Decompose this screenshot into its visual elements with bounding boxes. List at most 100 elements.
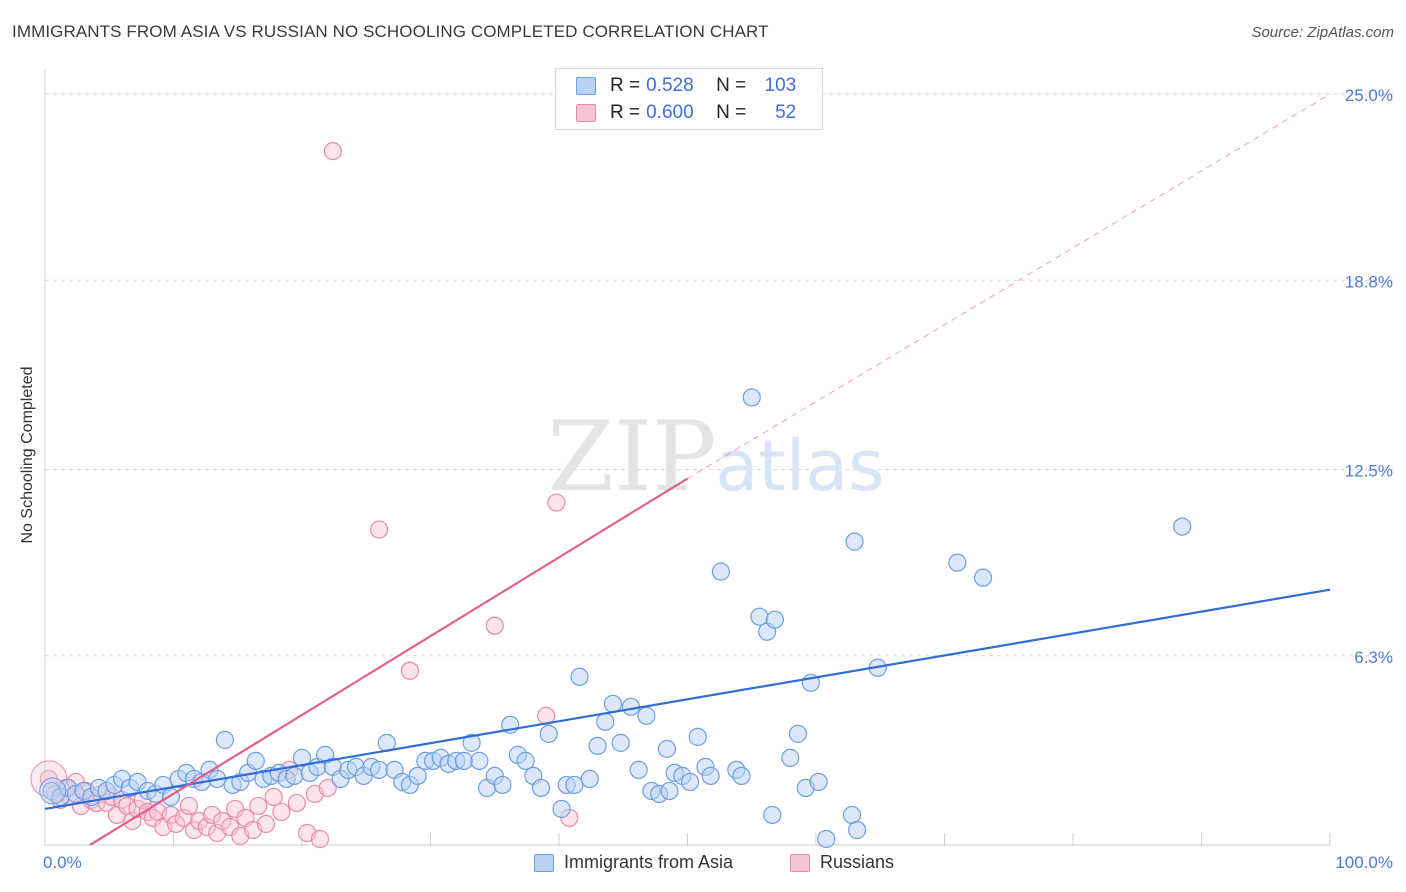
russians-point xyxy=(310,829,330,849)
asia-point xyxy=(763,805,782,825)
asia-point xyxy=(580,769,599,789)
tick-labels: 6.3% 12.5% 18.8% 25.0% 0.0% 100.0% xyxy=(43,86,1393,872)
asia-point xyxy=(948,553,967,572)
legend-swatch-russians xyxy=(576,104,596,122)
stats-legend: R = 0.528 N = 103 R = 0.600 N = 52 xyxy=(555,68,823,130)
legend-n-value: 103 xyxy=(764,75,797,96)
legend-swatch-asia xyxy=(534,853,554,872)
asia-point xyxy=(637,706,656,725)
asia-point xyxy=(285,766,304,786)
y-tick-label: 25.0% xyxy=(1345,86,1393,105)
axes xyxy=(44,70,1331,846)
russians-point xyxy=(202,805,222,825)
russians-point xyxy=(272,802,291,822)
legend-label-russians: Russians xyxy=(820,852,895,872)
asia-point xyxy=(462,733,481,752)
legend-row-russians: R = 0.600 N = 52 xyxy=(576,100,796,126)
source-credit: Source: ZipAtlas.com xyxy=(1251,24,1394,41)
asia-point xyxy=(408,766,427,786)
asia-point xyxy=(370,760,389,780)
asia-point xyxy=(788,724,808,743)
asia-point xyxy=(657,739,677,758)
russians-point xyxy=(287,793,306,813)
watermark-atlas: atlas xyxy=(715,425,884,507)
asia-point xyxy=(539,724,558,743)
y-tick-label: 18.8% xyxy=(1345,272,1393,291)
russians-trend-line xyxy=(89,477,689,846)
legend-label-asia: Immigrants from Asia xyxy=(564,852,734,872)
asia-point xyxy=(732,766,751,786)
asia-point xyxy=(842,805,862,825)
legend-n-value: 52 xyxy=(775,102,797,123)
legend-n-label: N = xyxy=(716,75,747,96)
russians-point xyxy=(323,142,342,161)
russians-point xyxy=(249,796,268,816)
y-tick-label: 12.5% xyxy=(1345,462,1393,481)
asia-point xyxy=(596,712,615,731)
x-tick-label-max: 100.0% xyxy=(1335,853,1393,872)
watermark-zip: ZIP xyxy=(547,401,716,513)
asia-point xyxy=(552,799,571,819)
russians-trend-extension xyxy=(687,93,1331,479)
asia-point xyxy=(781,748,800,767)
legend-item-russians[interactable]: Russians xyxy=(790,852,894,873)
asia-point xyxy=(711,562,731,581)
asia-point xyxy=(1173,517,1192,536)
russians-point xyxy=(256,814,276,834)
russians-point xyxy=(174,808,193,828)
russians-point xyxy=(220,817,240,837)
russians-point xyxy=(197,817,217,837)
legend-r-label: R = xyxy=(610,102,641,123)
asia-point xyxy=(470,751,489,770)
asia-point xyxy=(39,777,67,805)
asia-trend-line xyxy=(44,588,1331,811)
russians-point xyxy=(400,661,420,680)
legend-r-value: 0.528 xyxy=(646,75,694,96)
legend-r-value: 0.600 xyxy=(646,102,694,123)
asia-point xyxy=(215,730,234,749)
legend-r-label: R = xyxy=(610,75,641,96)
legend-swatch-asia xyxy=(576,77,596,95)
asia-point xyxy=(565,775,584,795)
asia-point xyxy=(629,760,648,780)
asia-point xyxy=(611,733,630,752)
asia-point xyxy=(742,388,761,407)
asia-point xyxy=(765,610,784,629)
asia-point xyxy=(973,568,993,587)
asia-point xyxy=(817,829,836,849)
chart-title: IMMIGRANTS FROM ASIA VS RUSSIAN NO SCHOO… xyxy=(12,22,769,41)
russians-point xyxy=(179,796,199,816)
russians-point xyxy=(370,520,389,539)
asia-point xyxy=(621,697,641,716)
asia-point xyxy=(660,781,679,801)
asia-point xyxy=(246,751,265,770)
asia-point xyxy=(588,736,607,755)
russians-point xyxy=(226,799,245,819)
legend-item-asia[interactable]: Immigrants from Asia xyxy=(534,852,733,873)
asia-point xyxy=(292,748,312,767)
asia-point xyxy=(809,772,828,792)
russians-point xyxy=(485,616,504,635)
asia-point xyxy=(845,532,864,551)
asia-point xyxy=(516,751,535,770)
watermark: ZIP atlas xyxy=(547,401,884,513)
series-legend: Immigrants from Asia Russians xyxy=(0,852,1406,878)
legend-swatch-russians xyxy=(790,853,810,872)
asia-point xyxy=(848,820,867,840)
asia-point xyxy=(701,766,720,786)
y-tick-label: 6.3% xyxy=(1354,648,1393,667)
asia-point xyxy=(603,694,623,713)
asia-point xyxy=(688,727,707,746)
asia-point xyxy=(454,751,474,770)
russians-point xyxy=(547,493,566,512)
asia-point xyxy=(750,607,769,626)
russians-point xyxy=(264,787,283,807)
x-tick-label-min: 0.0% xyxy=(43,853,82,872)
asia-point xyxy=(680,772,700,792)
asia-point xyxy=(531,778,551,798)
asia-point xyxy=(493,775,512,795)
russians-point xyxy=(318,778,337,798)
legend-row-asia: R = 0.528 N = 103 xyxy=(576,73,796,99)
trend-lines xyxy=(44,93,1331,846)
